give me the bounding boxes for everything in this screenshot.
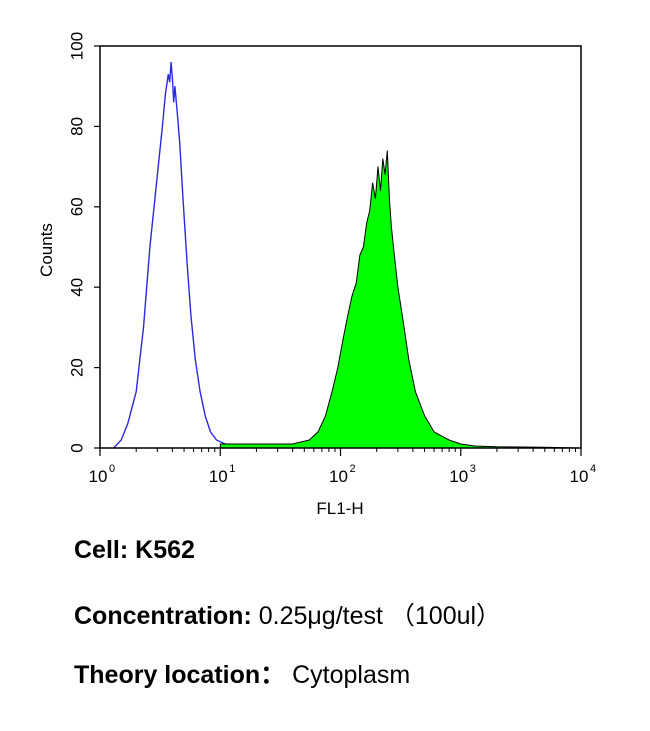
filled-histogram-series [219, 150, 582, 449]
location-value: Cytoplasm [292, 661, 411, 689]
x-tick-label: 10 [89, 467, 108, 486]
cell-caption: Cell: K562 [74, 536, 195, 565]
cell-label: Cell: [74, 536, 129, 564]
concentration-value: 0.25μg/test （100ul） [258, 602, 502, 630]
concentration-caption: Concentration: 0.25μg/test （100ul） [74, 596, 501, 632]
y-tick-label: 40 [67, 278, 86, 297]
y-axis-label: Counts [37, 223, 56, 277]
location-caption: Theory location： Cytoplasm [74, 655, 410, 691]
x-tick-exponent: 0 [109, 463, 115, 475]
outline-histogram-series [113, 62, 341, 449]
series-layer [113, 62, 582, 449]
x-tick-label: 10 [209, 467, 228, 486]
y-tick-label: 0 [67, 443, 86, 452]
y-tick-label: 60 [67, 197, 86, 216]
x-axis-label: FL1-H [316, 499, 363, 518]
location-label: Theory location： [74, 661, 286, 689]
x-tick-label: 10 [449, 467, 468, 486]
cell-value: K562 [135, 536, 195, 564]
y-tick-label: 80 [67, 117, 86, 136]
x-tick-label: 10 [570, 467, 589, 486]
x-tick-exponent: 2 [350, 463, 356, 475]
y-tick-label: 20 [67, 358, 86, 377]
concentration-label: Concentration: [74, 602, 252, 630]
x-tick-exponent: 4 [590, 463, 596, 475]
y-tick-label: 100 [67, 32, 86, 60]
x-tick-exponent: 1 [229, 463, 235, 475]
x-tick-label: 10 [329, 467, 348, 486]
x-tick-exponent: 3 [470, 463, 476, 475]
